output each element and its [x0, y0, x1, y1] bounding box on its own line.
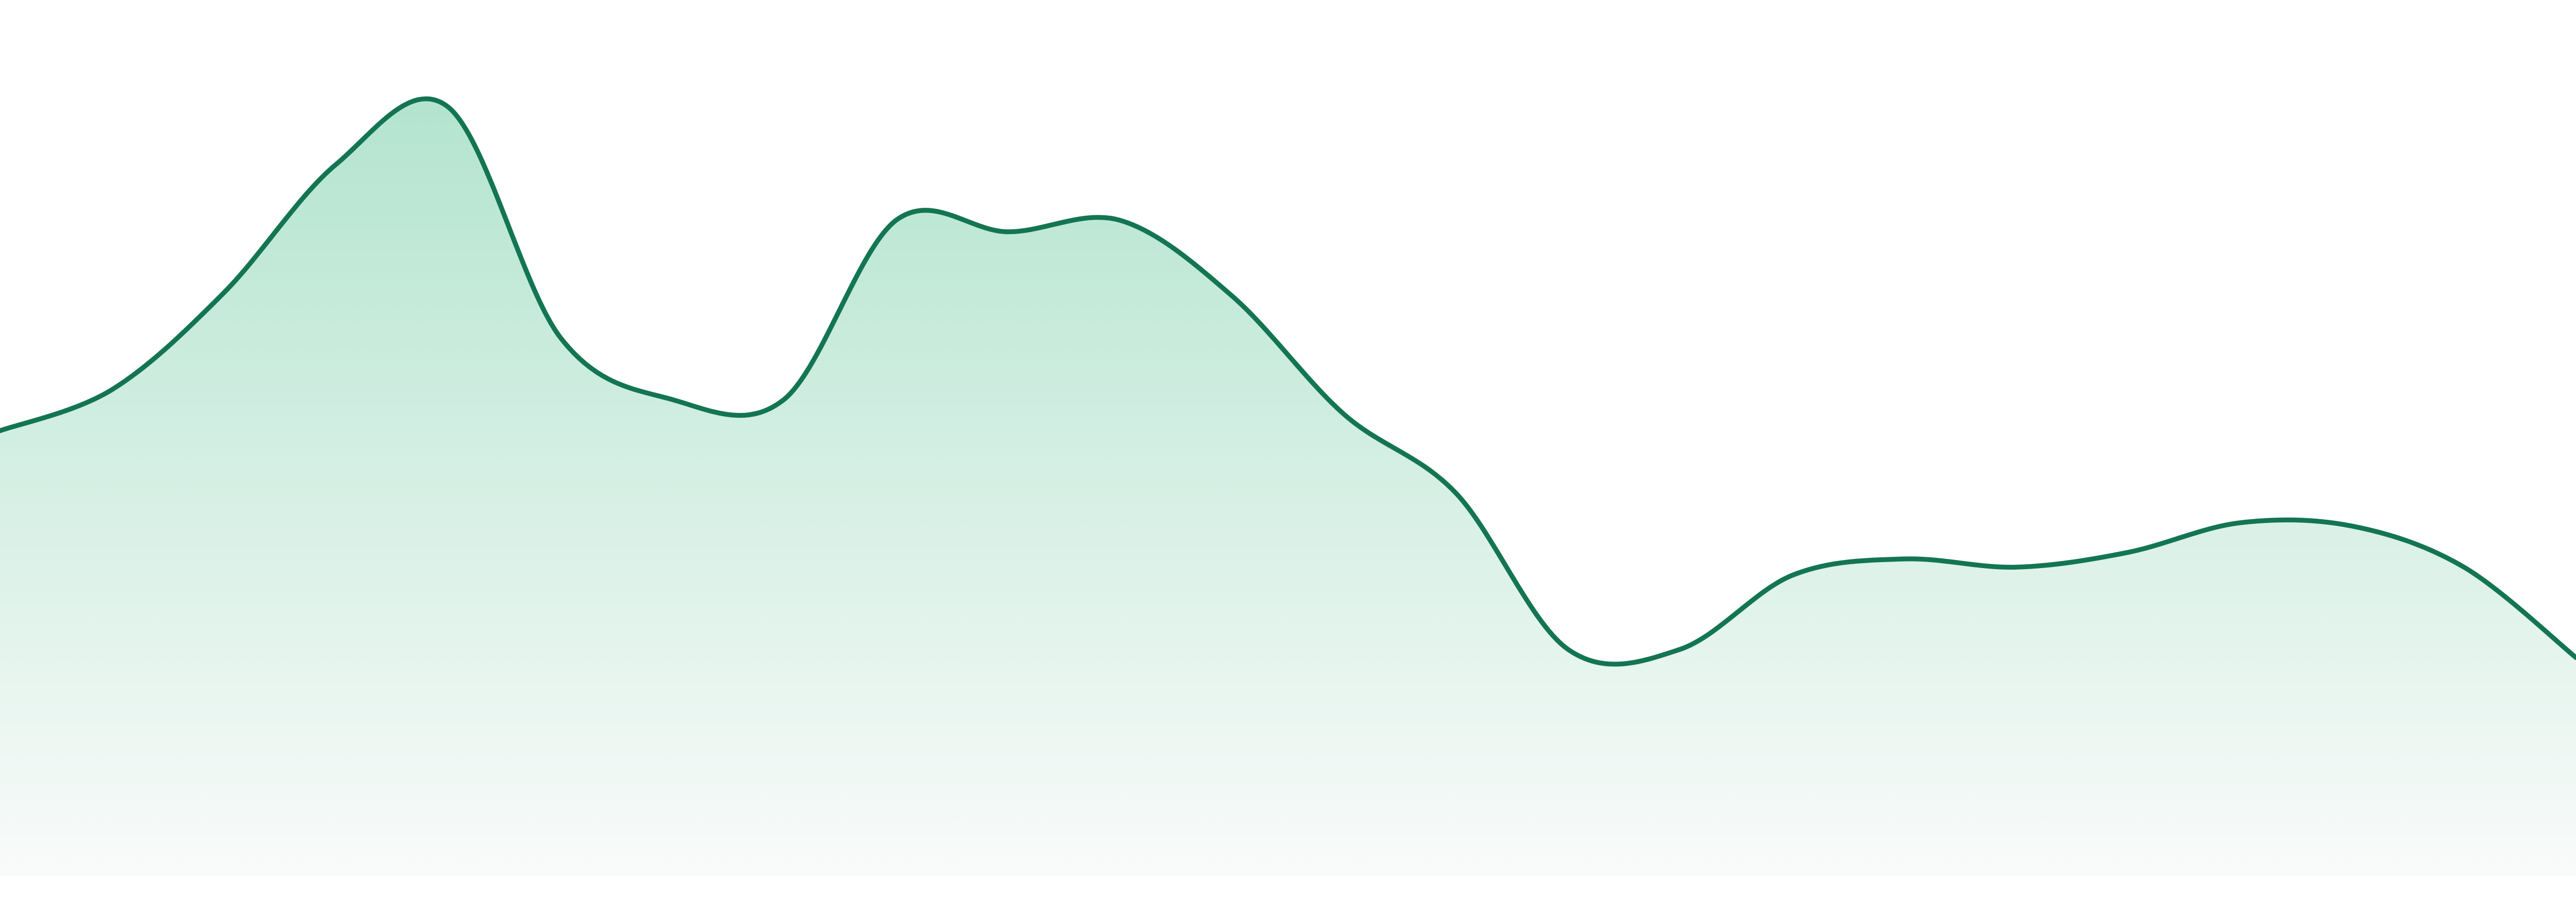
- series-line: [0, 96, 2576, 667]
- area-fill: [0, 99, 2576, 876]
